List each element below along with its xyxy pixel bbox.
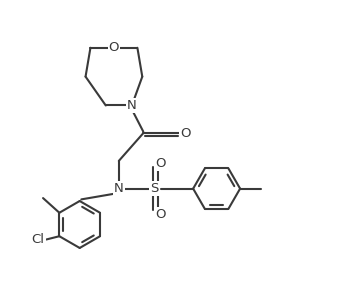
Text: S: S xyxy=(151,182,159,195)
Text: O: O xyxy=(180,127,191,140)
Text: N: N xyxy=(127,99,137,112)
Text: Cl: Cl xyxy=(32,233,45,246)
Text: N: N xyxy=(114,182,124,195)
Text: O: O xyxy=(155,157,165,170)
Text: O: O xyxy=(155,208,165,221)
Text: O: O xyxy=(109,41,119,54)
